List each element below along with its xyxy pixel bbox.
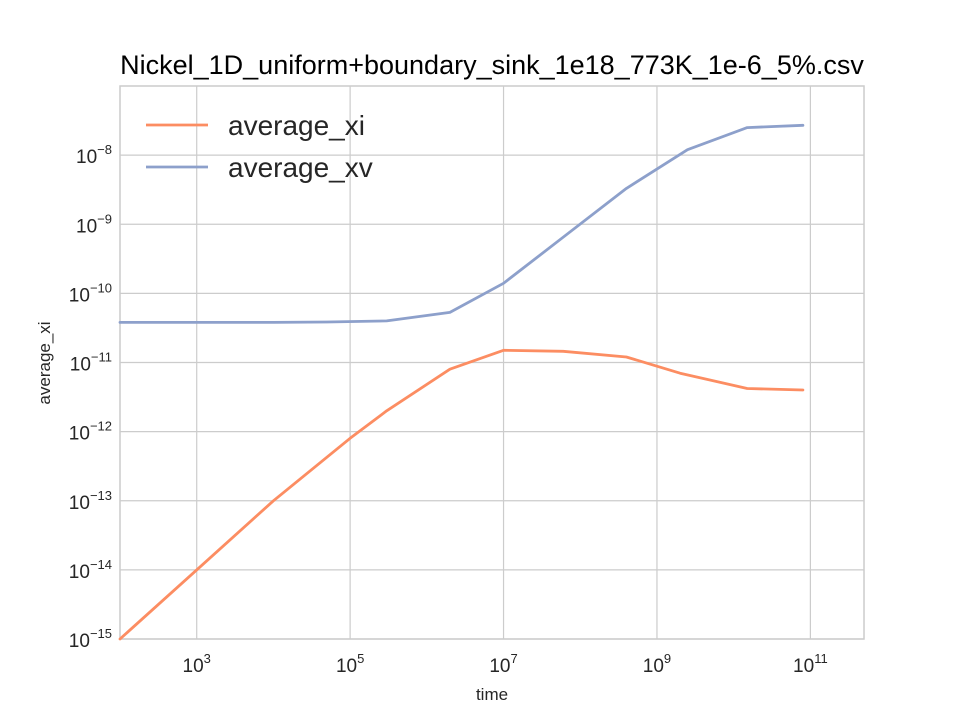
y-tick-label-exponent: −14 bbox=[90, 557, 112, 572]
y-axis-label: average_xi bbox=[35, 321, 54, 404]
y-tick-label: 10−13 bbox=[69, 488, 112, 514]
y-tick-label: 10−10 bbox=[69, 280, 112, 306]
y-tick-label-exponent: −9 bbox=[97, 211, 112, 226]
y-tick-label-base: 10 bbox=[76, 216, 97, 237]
y-tick-label-exponent: −15 bbox=[90, 626, 112, 641]
x-tick-label-base: 10 bbox=[489, 656, 510, 677]
x-tick-label-exponent: 5 bbox=[357, 651, 364, 666]
x-tick-label: 1011 bbox=[793, 651, 828, 677]
series-layer bbox=[118, 123, 805, 641]
x-tick-label: 105 bbox=[336, 651, 364, 677]
x-tick-label-exponent: 7 bbox=[510, 651, 517, 666]
y-tick-label-exponent: −13 bbox=[90, 488, 112, 503]
y-tick-label-base: 10 bbox=[70, 355, 91, 376]
x-tick-label: 107 bbox=[489, 651, 517, 677]
x-axis-label: time bbox=[476, 685, 508, 704]
y-tick-label-exponent: −8 bbox=[97, 142, 112, 157]
y-tick-label-base: 10 bbox=[76, 147, 97, 168]
y-tick-label-exponent: −10 bbox=[90, 280, 112, 295]
y-tick-label: 10−15 bbox=[69, 626, 112, 652]
y-tick-label-exponent: −12 bbox=[90, 419, 112, 434]
y-tick-label-base: 10 bbox=[69, 631, 90, 652]
y-tick-label: 10−8 bbox=[76, 142, 112, 168]
x-tick-label-exponent: 11 bbox=[814, 651, 828, 666]
y-tick-label: 10−9 bbox=[76, 211, 112, 237]
y-tick-label: 10−14 bbox=[69, 557, 112, 583]
y-tick-label-base: 10 bbox=[69, 285, 90, 306]
y-tick-label-base: 10 bbox=[69, 562, 90, 583]
y-tick-label: 10−11 bbox=[70, 350, 112, 376]
chart-title: Nickel_1D_uniform+boundary_sink_1e18_773… bbox=[120, 50, 864, 80]
x-axis-ticks: 103 105 107 109 1011 bbox=[183, 651, 828, 677]
x-tick-label-base: 10 bbox=[643, 656, 664, 677]
x-tick-label: 103 bbox=[183, 651, 211, 677]
y-tick-label-base: 10 bbox=[69, 493, 90, 514]
x-tick-label-exponent: 9 bbox=[664, 651, 671, 666]
x-tick-label-exponent: 3 bbox=[204, 651, 211, 666]
legend-label: average_xi bbox=[228, 110, 365, 141]
series-line-average-xi bbox=[118, 348, 805, 641]
x-tick-label-base: 10 bbox=[183, 656, 204, 677]
x-tick-label-base: 10 bbox=[336, 656, 357, 677]
plot-area-frame bbox=[119, 85, 865, 640]
y-tick-label: 10−12 bbox=[69, 419, 112, 445]
x-tick-label: 109 bbox=[643, 651, 671, 677]
legend-label: average_xv bbox=[228, 152, 373, 183]
legend: average_xi average_xv bbox=[146, 110, 373, 183]
y-tick-label-base: 10 bbox=[69, 424, 90, 445]
series-line-average-xv bbox=[118, 123, 805, 324]
x-tick-label-base: 10 bbox=[793, 656, 814, 677]
y-tick-label-exponent: −11 bbox=[91, 350, 112, 365]
